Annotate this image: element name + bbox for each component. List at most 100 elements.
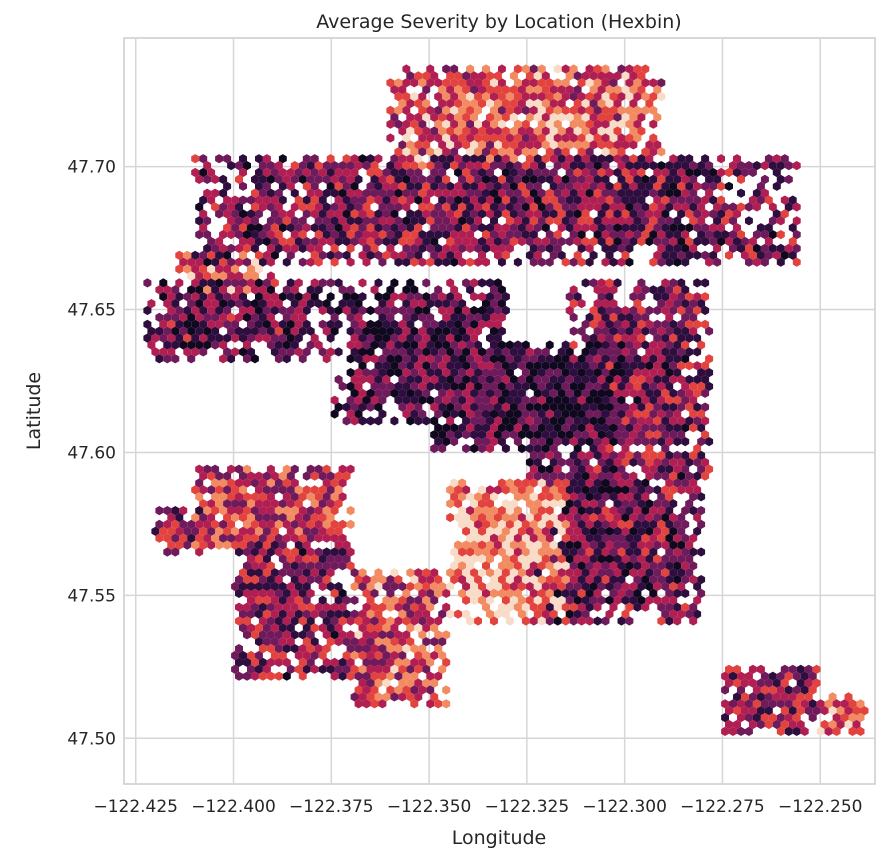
hex-cell — [505, 133, 514, 143]
hex-cell — [637, 485, 646, 495]
hex-cell — [569, 119, 578, 129]
hex-cell — [581, 209, 590, 219]
hex-cell — [585, 78, 594, 88]
hex-cell — [494, 485, 502, 495]
hex-cell — [251, 533, 259, 543]
hex-cell — [629, 416, 638, 426]
hex-cell — [689, 381, 698, 391]
hex-cell — [609, 105, 618, 115]
hex-cell — [593, 464, 602, 474]
hex-cell — [326, 236, 335, 247]
hex-cell — [633, 285, 642, 295]
hex-cell — [330, 216, 339, 226]
hex-cell — [673, 478, 682, 488]
hex-cell — [482, 188, 490, 198]
hex-cell — [840, 713, 849, 723]
hex-cell — [745, 161, 753, 171]
hex-cell — [661, 457, 670, 467]
hex-cell — [641, 147, 650, 157]
hex-cell — [637, 457, 646, 467]
hex-cell — [450, 354, 459, 364]
hex-cell — [278, 568, 287, 578]
hex-cell — [390, 361, 399, 371]
hex-cell — [247, 650, 255, 661]
hex-cell — [470, 430, 478, 440]
hex-cell — [422, 319, 431, 329]
hex-cell — [729, 230, 737, 240]
hex-cell — [621, 416, 630, 426]
hex-cell — [486, 181, 494, 191]
hex-cell — [577, 243, 586, 253]
hex-cell — [490, 575, 498, 585]
hex-cell — [342, 223, 351, 233]
hex-cell — [255, 167, 263, 178]
hex-cell — [171, 285, 180, 295]
hex-cell — [494, 402, 502, 412]
hex-cell — [529, 381, 538, 391]
hex-cell — [227, 271, 235, 281]
hex-cell — [593, 312, 602, 322]
hex-cell — [541, 443, 550, 454]
hex-cell — [677, 333, 686, 343]
hex-cell — [820, 706, 829, 716]
hex-cell — [828, 692, 837, 702]
hex-cell — [665, 437, 674, 447]
hex-cell — [581, 499, 590, 509]
hex-cell — [625, 506, 634, 516]
hex-cell — [629, 457, 638, 467]
hex-cell — [577, 561, 586, 571]
hex-cell — [410, 644, 419, 654]
hex-cell — [394, 147, 403, 157]
hex-cell — [748, 195, 757, 205]
hex-cell — [673, 588, 682, 598]
hex-cell — [466, 616, 475, 626]
hex-cell — [525, 512, 534, 523]
hex-cell — [565, 374, 574, 385]
hex-cell — [498, 243, 506, 253]
hex-cell — [310, 526, 319, 536]
hex-cell — [482, 257, 490, 267]
hex-cell — [270, 292, 279, 302]
hex-cell — [541, 540, 550, 550]
hex-cell — [326, 319, 335, 329]
hex-cell — [697, 216, 706, 226]
hex-cell — [804, 706, 813, 716]
hex-cell — [466, 64, 475, 74]
hex-cell — [625, 105, 634, 115]
hex-cell — [394, 202, 403, 212]
hex-cell — [418, 202, 427, 212]
hex-cell — [430, 637, 439, 647]
hex-cell — [525, 457, 534, 467]
hex-cell — [629, 554, 638, 564]
hex-cell — [203, 533, 212, 543]
hex-cell — [282, 340, 291, 350]
hex-cell — [629, 388, 638, 398]
hex-cell — [788, 223, 797, 233]
hex-cell — [613, 595, 622, 605]
hex-cell — [573, 236, 582, 247]
hex-cell — [585, 161, 594, 171]
hex-cell — [509, 209, 518, 219]
hex-cell — [490, 78, 498, 88]
hex-cell — [255, 526, 263, 536]
hex-cell — [661, 512, 670, 523]
hex-cell — [462, 595, 471, 605]
hex-cell — [354, 409, 363, 419]
x-tick-label: −122.400 — [191, 797, 276, 817]
hex-cell — [266, 561, 275, 571]
hex-cell — [521, 492, 530, 502]
hex-cell — [661, 554, 670, 564]
hex-cell — [553, 368, 562, 378]
hex-cell — [637, 568, 646, 578]
hex-cell — [717, 181, 725, 191]
hex-cell — [175, 319, 184, 329]
hex-cell — [294, 195, 303, 205]
hex-cell — [498, 188, 506, 198]
hex-cell — [426, 216, 435, 226]
hex-cell — [637, 278, 646, 288]
hex-cell — [378, 257, 387, 267]
hex-cell — [282, 616, 291, 626]
hex-cell — [223, 250, 232, 260]
hex-cell — [585, 188, 594, 198]
hex-cell — [569, 437, 578, 447]
